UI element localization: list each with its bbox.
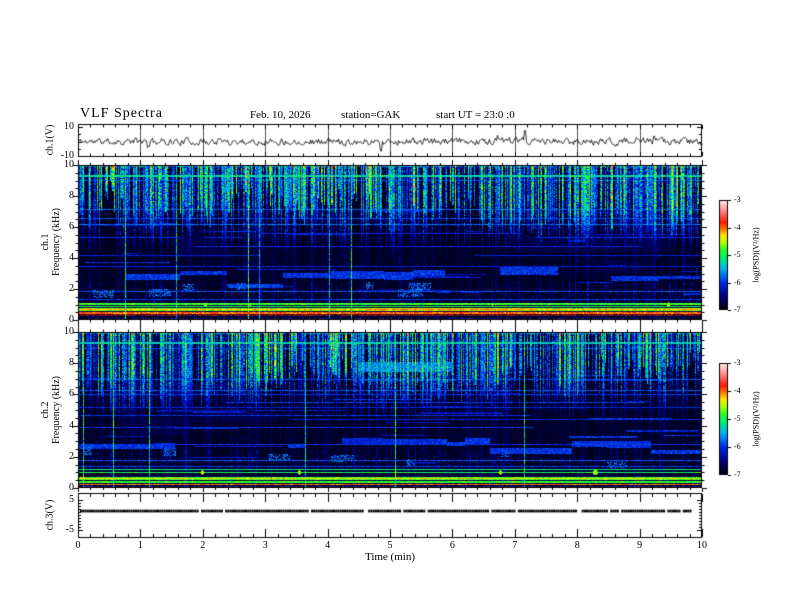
header-date: Feb. 10, 2026 — [250, 109, 311, 121]
y-tick-label: 10 — [64, 326, 74, 337]
xaxis-title: Time (min) — [364, 551, 415, 563]
y-tick-label: -10 — [60, 150, 74, 161]
ylabel-ch2-channel: ch.2 — [40, 401, 51, 419]
x-tick-label: 10 — [697, 540, 707, 551]
y-tick-label: 8 — [69, 357, 74, 369]
ylabel-ch1-channel: ch.1 — [40, 233, 51, 251]
y-tick-label: 2 — [69, 450, 74, 462]
header-start-ut: start UT = 23:0 :0 — [436, 109, 515, 121]
y-tick-label: 6 — [69, 221, 74, 232]
colorbar-tick-label: -5 — [734, 414, 741, 423]
x-tick-label: 7 — [512, 540, 518, 551]
y-tick-label: 2 — [69, 283, 74, 294]
colorbar-tick-label: -5 — [734, 250, 741, 259]
y-tick-label: 4 — [69, 252, 74, 263]
y-tick-label: 4 — [69, 419, 74, 431]
colorbar-tick-label: -4 — [734, 222, 741, 232]
colorbar1-label: log(PSD)(V²/Hz) — [751, 227, 761, 283]
x-tick-label: 6 — [449, 540, 455, 551]
x-tick-label: 1 — [137, 540, 143, 551]
colorbar-tick-label: -3 — [734, 358, 741, 367]
colorbar-tick-label: -3 — [734, 195, 741, 204]
y-tick-label: 0 — [69, 314, 74, 325]
x-tick-label: 2 — [200, 540, 206, 551]
x-tick-label: 4 — [325, 540, 331, 551]
y-tick-label: 10 — [64, 159, 74, 170]
x-tick-label: 5 — [387, 540, 393, 551]
ylabel-ch1-frequency: ch.1 Frequency (kHz) — [40, 208, 62, 276]
y-tick-label: 8 — [69, 190, 74, 201]
colorbar-tick-label: -6 — [734, 442, 741, 451]
x-tick-label: 8 — [574, 540, 580, 551]
y-tick-label: 10 — [64, 121, 74, 132]
colorbar2-label: log(PSD)(V²/Hz) — [751, 391, 761, 447]
header-station: station=GAK — [341, 109, 401, 121]
ylabel-ch2-axis: Frequency (kHz) — [51, 375, 62, 445]
x-tick-label: 9 — [637, 540, 643, 551]
colorbar-tick-label: -7 — [734, 305, 741, 314]
colorbar-tick-label: -7 — [734, 470, 741, 479]
ylabel-ch2-frequency: ch.2 Frequency (kHz) — [40, 376, 62, 444]
ylabel-ch1-axis: Frequency (kHz) — [51, 207, 62, 277]
y-tick-label: 6 — [69, 388, 74, 400]
x-tick-label: 0 — [75, 540, 81, 551]
colorbar-tick-label: -6 — [734, 277, 741, 287]
colorbar-tick-label: -4 — [734, 386, 741, 395]
page-title: VLF Spectra — [80, 106, 163, 121]
x-tick-label: 3 — [262, 540, 268, 551]
y-tick-label: 0 — [69, 482, 74, 493]
y-tick-label: -5 — [65, 524, 74, 535]
y-tick-label: 5 — [69, 494, 74, 505]
